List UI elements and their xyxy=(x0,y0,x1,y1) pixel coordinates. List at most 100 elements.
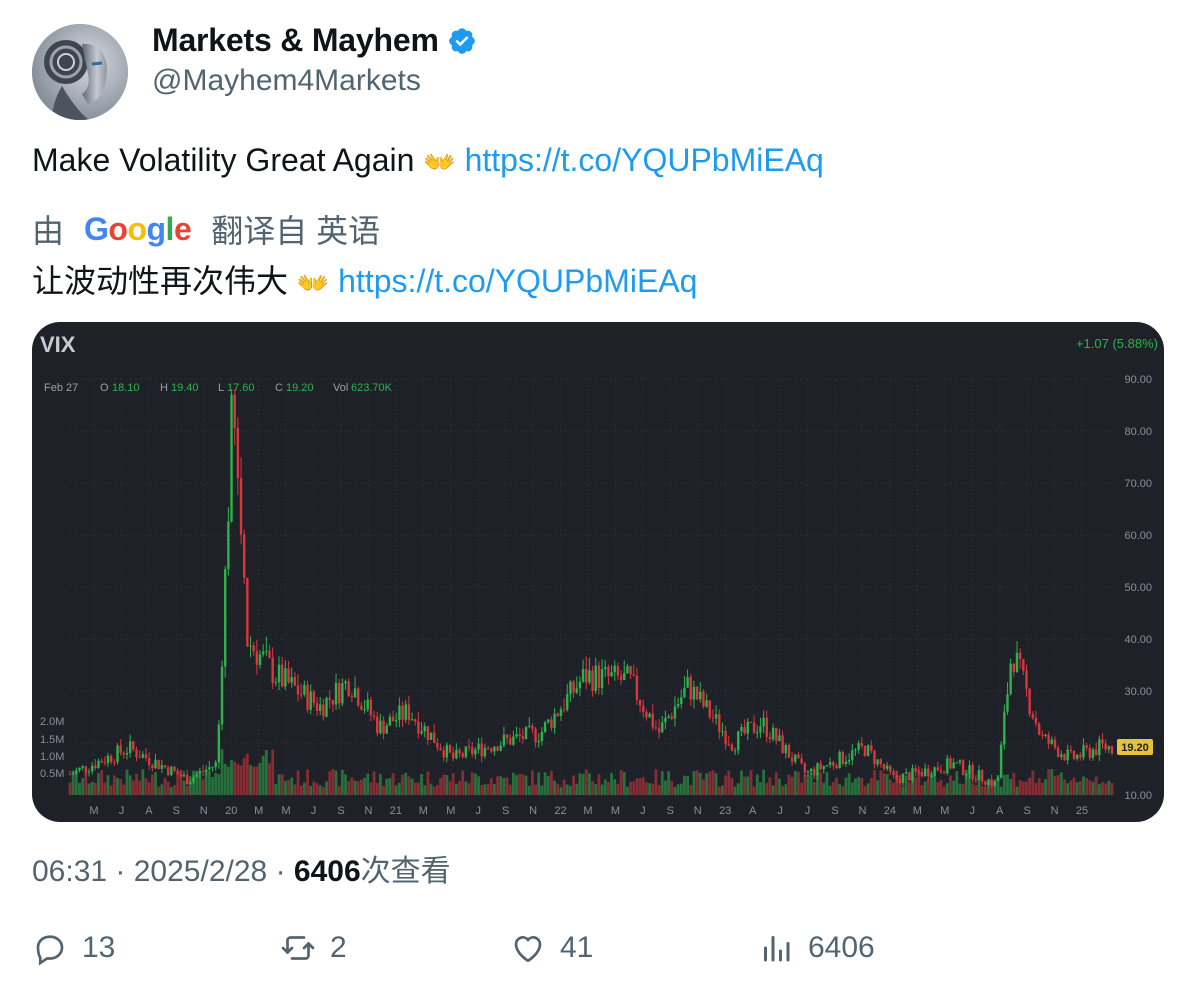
x-tick-label: N xyxy=(364,805,372,817)
candle-body xyxy=(974,779,978,781)
candle-body xyxy=(471,747,474,755)
tweet-link[interactable]: https://t.co/YQUPbMiEAq xyxy=(464,142,824,178)
volume-bar xyxy=(496,776,499,795)
volume-bar xyxy=(619,770,623,795)
candle-body xyxy=(135,749,138,758)
x-tick-label: N xyxy=(694,805,702,817)
volume-bar xyxy=(626,786,629,795)
candle-body xyxy=(391,716,395,722)
candle-body xyxy=(895,774,898,780)
candle-body xyxy=(1053,739,1057,748)
candle-body xyxy=(958,760,962,763)
tweet-meta: 06:31 · 2025/2/28 · 6406次查看 xyxy=(32,846,451,890)
reply-button[interactable]: 13 xyxy=(32,930,115,966)
meta-separator: · xyxy=(115,855,134,888)
author-handle[interactable]: @Mayhem4Markets xyxy=(152,64,421,97)
candle-body xyxy=(651,713,654,728)
y-tick-label: 90.00 xyxy=(1124,374,1152,386)
volume-bar xyxy=(182,780,186,795)
volume-bar xyxy=(645,782,648,795)
candle-body xyxy=(1082,745,1085,758)
x-tick-label: S xyxy=(337,805,344,817)
volume-bar xyxy=(448,781,452,795)
candle-body xyxy=(277,664,281,683)
verified-badge-icon[interactable] xyxy=(447,26,477,56)
volume-bar xyxy=(154,772,157,795)
volume-bar xyxy=(987,782,990,795)
candle-body xyxy=(132,741,135,750)
volume-bar xyxy=(828,785,832,795)
candle-body xyxy=(100,760,103,763)
candle-body xyxy=(258,654,262,665)
candle-body xyxy=(141,754,145,758)
candle-body xyxy=(75,770,78,774)
volume-bar xyxy=(546,775,550,795)
volume-bar xyxy=(854,778,857,795)
google-logo[interactable]: Google xyxy=(84,210,192,247)
author-name[interactable]: Markets & Mayhem xyxy=(152,22,439,58)
volume-bar xyxy=(882,773,886,795)
candle-body xyxy=(594,665,597,691)
translated-link[interactable]: https://t.co/YQUPbMiEAq xyxy=(338,263,698,299)
volume-bar xyxy=(952,780,956,795)
repost-button[interactable]: 2 xyxy=(280,930,347,966)
volume-bar xyxy=(382,785,385,795)
candle-body xyxy=(870,745,873,751)
volume-bar xyxy=(679,783,683,795)
like-button[interactable]: 41 xyxy=(510,930,593,966)
tweet-date[interactable]: 2025/2/28 xyxy=(133,855,268,888)
candle-body xyxy=(486,747,490,749)
volume-bar xyxy=(531,770,534,795)
candle-body xyxy=(749,721,753,723)
candle-body xyxy=(97,760,100,768)
volume-bar xyxy=(964,769,968,795)
ohlc-low: 17.60 xyxy=(227,382,255,394)
candle-body xyxy=(173,766,176,771)
volume-bar xyxy=(771,785,775,795)
candle-body xyxy=(604,666,607,670)
volume-bar xyxy=(698,772,702,795)
volume-bar xyxy=(432,786,436,795)
volume-bar xyxy=(822,782,826,795)
volume-bar xyxy=(195,770,199,795)
volume-bar xyxy=(173,785,176,795)
candle-body xyxy=(746,721,749,734)
avatar[interactable] xyxy=(32,24,128,120)
volume-bar xyxy=(1091,781,1095,795)
volume-bar xyxy=(71,771,75,795)
volume-bar xyxy=(524,775,528,795)
chart-image[interactable]: 90.0080.0070.0060.0050.0040.0030.0020.00… xyxy=(32,322,1164,822)
candle-body xyxy=(857,743,860,750)
candle-body xyxy=(1072,750,1076,759)
volume-bar xyxy=(293,784,297,795)
candle-body xyxy=(404,704,407,720)
candle-body xyxy=(157,759,160,769)
candle-body xyxy=(1056,747,1060,757)
x-tick-label: S xyxy=(667,805,674,817)
tweet-time[interactable]: 06:31 xyxy=(32,855,108,888)
volume-bar xyxy=(138,780,142,795)
volume-bar xyxy=(1050,769,1054,795)
candle-body xyxy=(293,677,297,686)
candle-body xyxy=(322,704,325,717)
volume-bar xyxy=(762,769,766,795)
volume-bar xyxy=(1006,774,1009,795)
volume-bar xyxy=(1069,780,1073,795)
candle-body xyxy=(714,714,718,719)
volume-bar xyxy=(388,778,392,795)
x-tick-label: M xyxy=(89,805,98,817)
candle-body xyxy=(638,699,642,706)
volume-bar xyxy=(866,783,870,795)
candle-body xyxy=(911,768,914,781)
volume-bar xyxy=(1018,780,1022,795)
volume-bar xyxy=(657,784,661,795)
volume-tick-label: 1.5M xyxy=(40,734,64,746)
x-tick-label: S xyxy=(831,805,838,817)
author-name-row[interactable]: Markets & Mayhem xyxy=(152,22,477,59)
volume-bar xyxy=(347,781,351,795)
views-button[interactable]: 6406 xyxy=(758,930,875,966)
volume-bar xyxy=(980,785,984,795)
candle-body xyxy=(781,735,784,754)
repost-count: 2 xyxy=(330,931,347,964)
volume-bar xyxy=(467,783,471,795)
